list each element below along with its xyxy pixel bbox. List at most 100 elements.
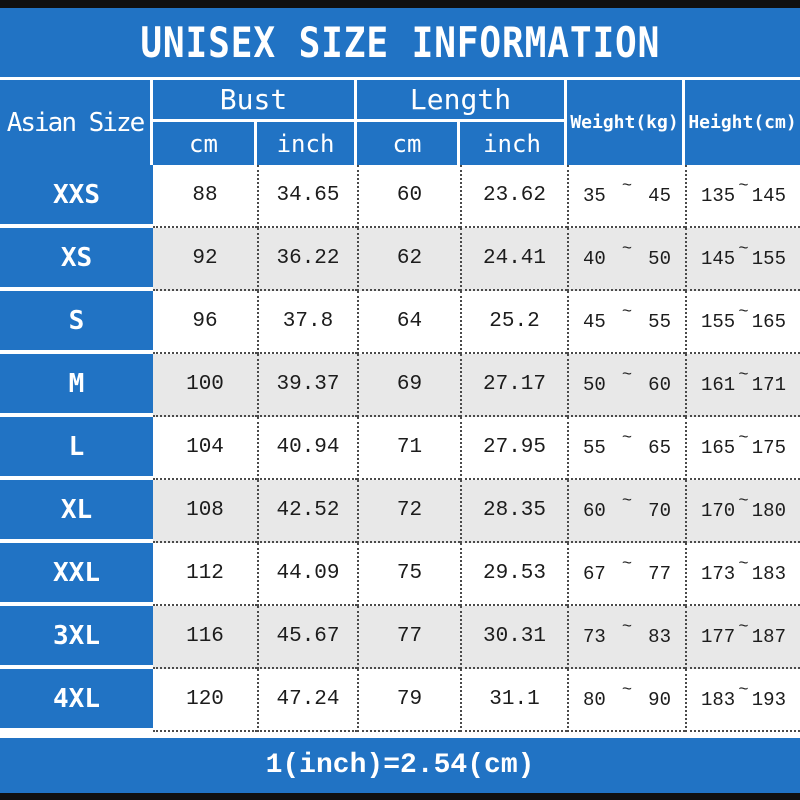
height-min: 155 (701, 310, 736, 333)
page-title: UNISEX SIZE INFORMATION (140, 18, 660, 67)
tilde-symbol: ~ (621, 429, 633, 448)
weight-min: 67 (583, 562, 606, 585)
tilde-symbol: ~ (738, 177, 749, 196)
weight-range-cell: 80 ~90 (567, 669, 685, 732)
weight-min: 80 (583, 688, 606, 711)
size-label: 4XL (0, 669, 153, 732)
bust-inch-cell: 37.8 (257, 291, 357, 354)
length-inch-cell: 31.1 (460, 669, 567, 732)
height-range-cell: 183 ~193 (685, 669, 800, 732)
bust-cm-cell: 104 (153, 417, 257, 480)
height-min: 165 (701, 436, 736, 459)
bust-cm-cell: 96 (153, 291, 257, 354)
bust-inch-cell: 45.67 (257, 606, 357, 669)
bust-cm-cell: 120 (153, 669, 257, 732)
size-label: L (0, 417, 153, 480)
tilde-symbol: ~ (738, 429, 749, 448)
length-cm-cell: 72 (357, 480, 460, 543)
header-bust-cm-unit: cm (153, 122, 257, 165)
height-min: 183 (701, 688, 736, 711)
bust-cm-cell: 100 (153, 354, 257, 417)
bottom-border-bar (0, 793, 800, 800)
header-length: Length (357, 80, 567, 122)
size-label: 3XL (0, 606, 153, 669)
header-bust-inch-unit: inch (257, 122, 357, 165)
length-cm-cell: 71 (357, 417, 460, 480)
weight-range-cell: 60 ~70 (567, 480, 685, 543)
height-max: 155 (751, 247, 786, 270)
weight-min: 50 (583, 373, 606, 396)
tilde-symbol: ~ (621, 681, 633, 700)
bust-cm-cell: 92 (153, 228, 257, 291)
length-cm-cell: 75 (357, 543, 460, 606)
height-max: 165 (751, 310, 786, 333)
height-max: 187 (751, 625, 786, 648)
weight-max: 83 (648, 625, 671, 648)
table-row-l: L 104 40.94 71 27.95 55 ~65 165 ~175 (0, 417, 800, 480)
height-min: 173 (701, 562, 736, 585)
table-row-xxl: XXL 112 44.09 75 29.53 67 ~77 173 ~183 (0, 543, 800, 606)
header-bust: Bust (153, 80, 357, 122)
height-range-cell: 173 ~183 (685, 543, 800, 606)
table-header: Asian Size Bust Length Weight(kg) Height… (0, 80, 800, 165)
length-inch-cell: 23.62 (460, 165, 567, 228)
weight-range-cell: 55 ~65 (567, 417, 685, 480)
height-min: 135 (701, 184, 736, 207)
tilde-symbol: ~ (621, 177, 633, 196)
length-cm-cell: 69 (357, 354, 460, 417)
weight-min: 35 (583, 184, 606, 207)
header-length-cm-unit: cm (357, 122, 460, 165)
length-inch-cell: 25.2 (460, 291, 567, 354)
length-inch-cell: 27.17 (460, 354, 567, 417)
table-body: XXS 88 34.65 60 23.62 35 ~45 135 ~145 XS 9… (0, 165, 800, 732)
weight-min: 73 (583, 625, 606, 648)
header-length-inch-unit: inch (460, 122, 567, 165)
length-cm-cell: 60 (357, 165, 460, 228)
weight-range-cell: 35 ~45 (567, 165, 685, 228)
weight-range-cell: 45 ~55 (567, 291, 685, 354)
weight-max: 70 (648, 499, 671, 522)
weight-range-cell: 67 ~77 (567, 543, 685, 606)
height-max: 183 (751, 562, 786, 585)
bust-inch-cell: 42.52 (257, 480, 357, 543)
header-asian-size: Asian Size (0, 80, 153, 165)
tilde-symbol: ~ (621, 492, 633, 511)
title-band: UNISEX SIZE INFORMATION (0, 8, 800, 77)
size-label: XL (0, 480, 153, 543)
height-max: 175 (751, 436, 786, 459)
bust-inch-cell: 47.24 (257, 669, 357, 732)
weight-range-cell: 73 ~83 (567, 606, 685, 669)
height-range-cell: 177 ~187 (685, 606, 800, 669)
tilde-symbol: ~ (738, 492, 749, 511)
length-inch-cell: 29.53 (460, 543, 567, 606)
height-min: 170 (701, 499, 736, 522)
weight-max: 60 (648, 373, 671, 396)
bust-inch-cell: 40.94 (257, 417, 357, 480)
height-range-cell: 165 ~175 (685, 417, 800, 480)
conversion-note: 1(inch)=2.54(cm) (265, 750, 535, 781)
table-row-m: M 100 39.37 69 27.17 50 ~60 161 ~171 (0, 354, 800, 417)
height-max: 180 (751, 499, 786, 522)
weight-max: 50 (648, 247, 671, 270)
size-label: S (0, 291, 153, 354)
table-row-4xl: 4XL 120 47.24 79 31.1 80 ~90 183 ~193 (0, 669, 800, 732)
weight-min: 45 (583, 310, 606, 333)
height-range-cell: 161 ~171 (685, 354, 800, 417)
top-border-bar (0, 0, 800, 8)
length-cm-cell: 62 (357, 228, 460, 291)
table-row-xxs: XXS 88 34.65 60 23.62 35 ~45 135 ~145 (0, 165, 800, 228)
tilde-symbol: ~ (738, 618, 749, 637)
height-range-cell: 135 ~145 (685, 165, 800, 228)
weight-min: 60 (583, 499, 606, 522)
weight-range-cell: 40 ~50 (567, 228, 685, 291)
height-range-cell: 170 ~180 (685, 480, 800, 543)
bust-inch-cell: 34.65 (257, 165, 357, 228)
length-inch-cell: 24.41 (460, 228, 567, 291)
weight-max: 55 (648, 310, 671, 333)
tilde-symbol: ~ (738, 303, 749, 322)
length-inch-cell: 28.35 (460, 480, 567, 543)
weight-range-cell: 50 ~60 (567, 354, 685, 417)
bust-inch-cell: 36.22 (257, 228, 357, 291)
bust-inch-cell: 44.09 (257, 543, 357, 606)
